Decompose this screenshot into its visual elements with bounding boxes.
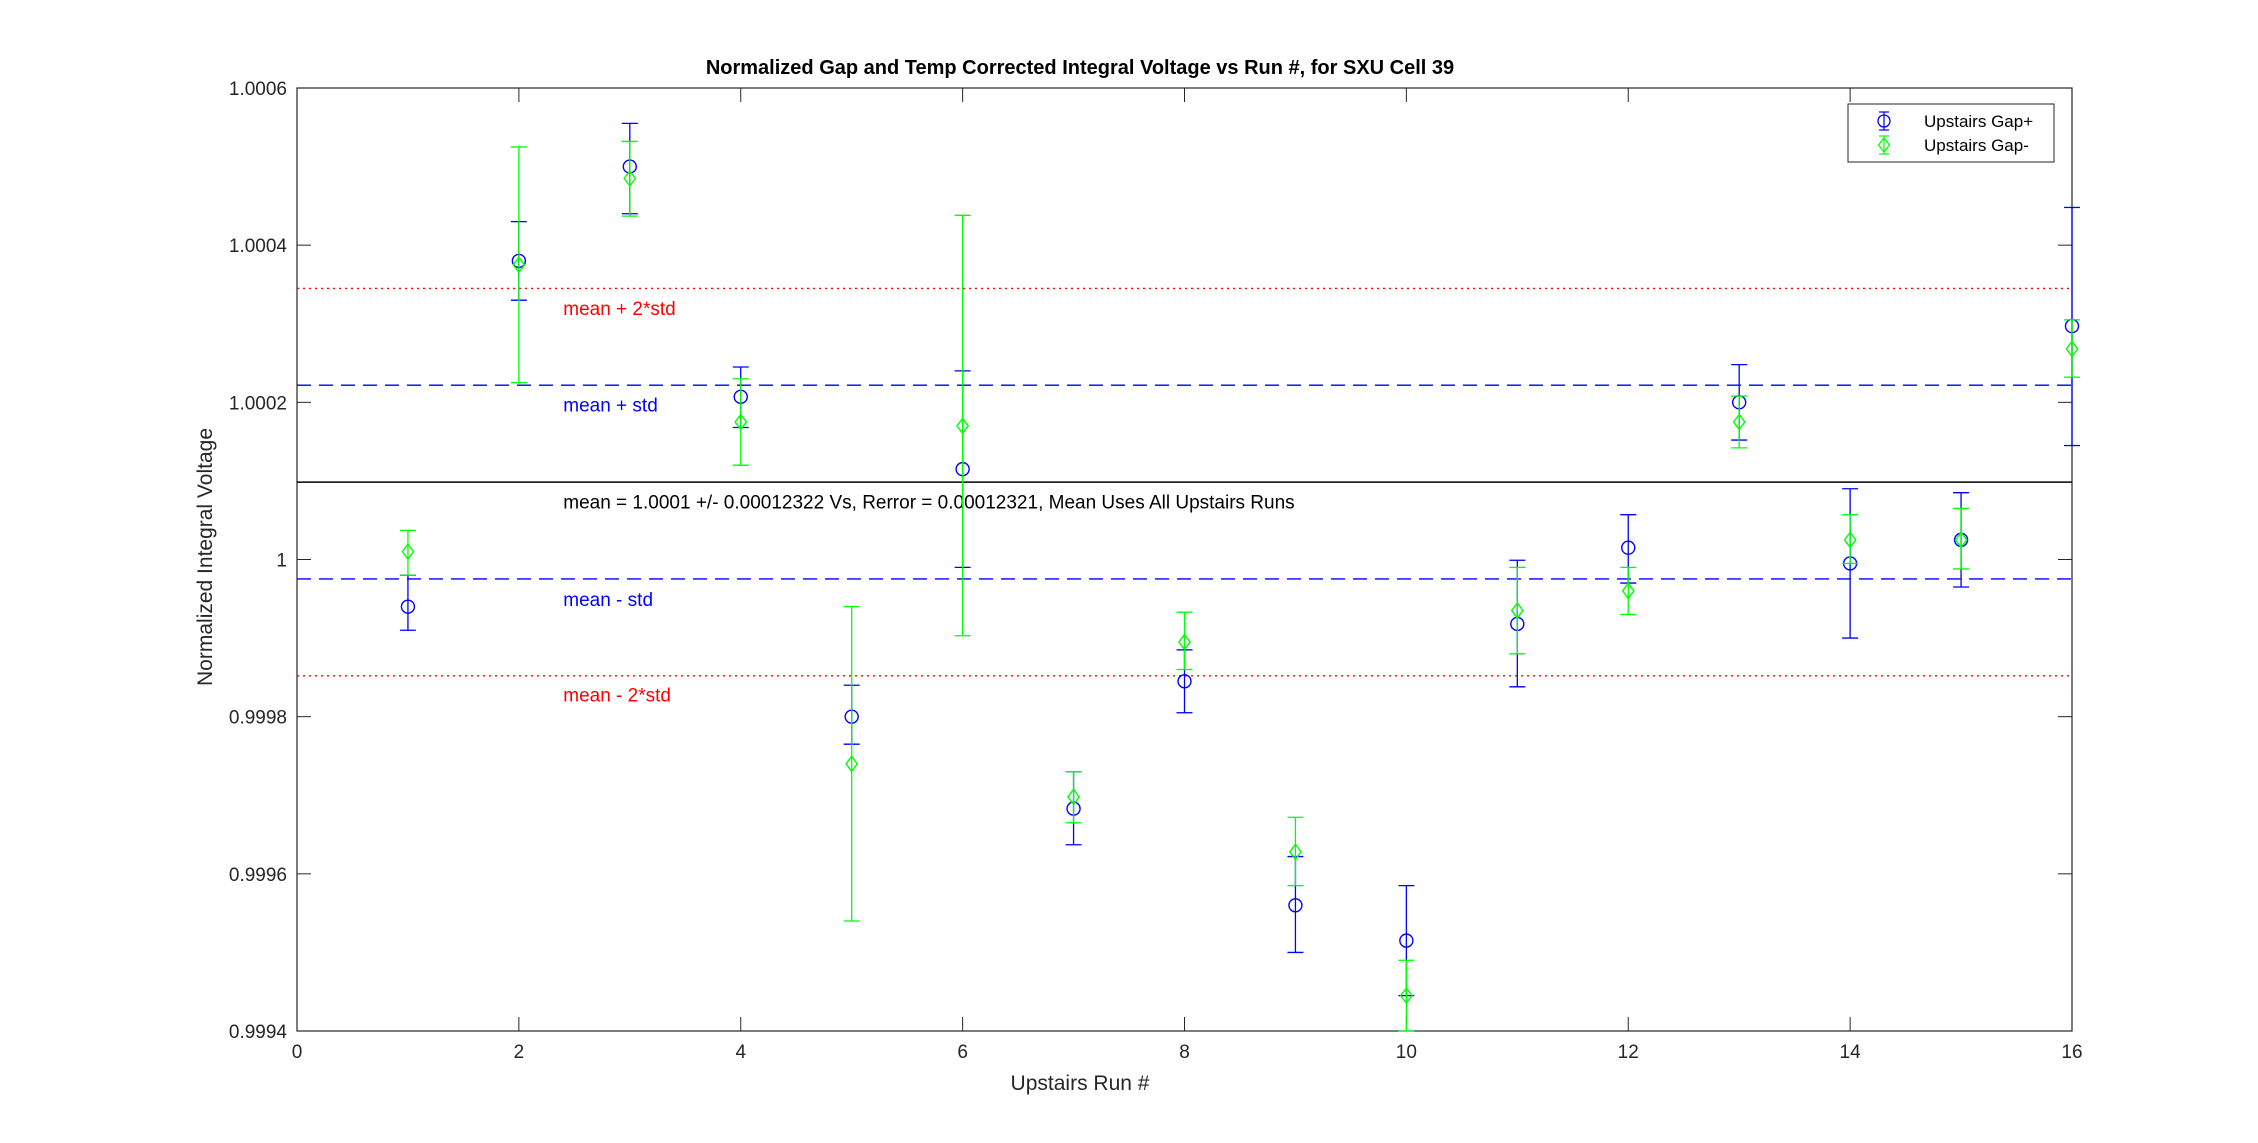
diamond-marker — [1067, 788, 1081, 806]
x-tick-label: 0 — [292, 1042, 303, 1063]
x-tick-label: 10 — [1396, 1042, 1417, 1063]
y-tick-label: 0.9994 — [229, 1022, 288, 1043]
diamond-marker — [623, 169, 637, 188]
y-tick-label: 0.9998 — [229, 708, 287, 729]
data-point — [1398, 959, 1415, 1032]
x-tick-label: 8 — [1179, 1042, 1190, 1063]
circle-marker — [1288, 898, 1303, 913]
diamond-marker — [2065, 340, 2079, 358]
data-point — [843, 606, 860, 922]
data-point — [1953, 507, 1970, 570]
legend-entry-label: Upstairs Gap+ — [1924, 112, 2033, 131]
annotation-label: mean + std — [563, 396, 658, 417]
diamond-marker — [845, 755, 859, 773]
diamond-marker — [1510, 601, 1524, 620]
data-point — [1176, 611, 1193, 671]
diamond-marker — [1621, 582, 1635, 600]
circle-marker — [1621, 540, 1636, 555]
x-tick-label: 2 — [514, 1042, 525, 1063]
x-tick-label: 14 — [1840, 1042, 1862, 1063]
y-tick-label: 0.9996 — [229, 865, 287, 886]
circle-marker — [400, 599, 416, 614]
data-point — [399, 529, 416, 576]
x-axis-label: Upstairs Run # — [1011, 1072, 1150, 1095]
data-point — [510, 146, 527, 384]
data-point — [1731, 395, 1748, 449]
diamond-marker — [512, 256, 526, 274]
x-tick-label: 4 — [735, 1042, 746, 1063]
diamond-marker — [1843, 531, 1857, 549]
annotation-label: mean - 2*std — [563, 686, 671, 707]
legend-box — [1847, 103, 2055, 163]
y-tick-label: 1.0004 — [229, 236, 288, 257]
annotation-label: mean - std — [563, 590, 653, 611]
legend-entry-label: Upstairs Gap- — [1924, 136, 2029, 155]
data-point — [954, 214, 971, 637]
annotation-label: mean = 1.0001 +/- 0.00012322 Vs, Rerror … — [563, 492, 1294, 513]
legend-diamond-marker — [1877, 136, 1891, 154]
x-tick-label: 16 — [2061, 1042, 2082, 1063]
data-point — [1842, 514, 1859, 565]
diamond-marker — [1178, 633, 1191, 651]
circle-marker — [1177, 674, 1192, 689]
diamond-marker — [1954, 531, 1968, 549]
legend-circle-marker — [1877, 114, 1891, 128]
diamond-marker — [956, 417, 970, 435]
y-tick-label: 1.0002 — [229, 393, 287, 414]
plot-area: 0 2 4 6 8 10 12 14 16 0.9994 0.9996 0.9998 1 1.0002 1.… — [229, 79, 2083, 1063]
data-point — [1287, 816, 1304, 887]
circle-marker — [1399, 933, 1414, 948]
data-point — [1509, 566, 1526, 655]
data-point — [2064, 319, 2080, 378]
data-point — [732, 378, 749, 466]
diamond-marker — [1288, 843, 1302, 861]
annotation-label: mean + 2*std — [563, 299, 676, 320]
diamond-marker — [401, 542, 415, 561]
y-tick-label: 1.0006 — [229, 79, 287, 100]
legend: Upstairs Gap+ Upstairs Gap- — [1847, 103, 2055, 163]
data-point — [1065, 771, 1082, 824]
diamond-marker — [1732, 413, 1746, 431]
chart-title: Normalized Gap and Temp Corrected Integr… — [706, 57, 1454, 79]
x-tick-label: 6 — [957, 1042, 968, 1063]
data-point — [621, 140, 638, 217]
x-tick-label: 12 — [1618, 1042, 1639, 1063]
y-tick-label: 1 — [276, 551, 287, 572]
diamond-marker — [1399, 986, 1413, 1005]
diamond-marker — [734, 413, 748, 431]
y-axis-label: Normalized Integral Voltage — [194, 428, 217, 686]
data-point — [1620, 566, 1637, 616]
